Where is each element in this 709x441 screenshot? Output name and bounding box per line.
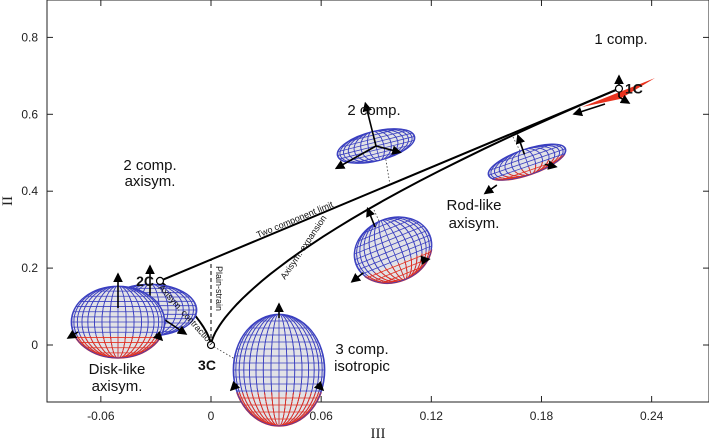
x-tick-label: 0.12 — [420, 409, 444, 423]
label-2-comp-axisym-1: 2 comp. — [123, 157, 176, 174]
ellipsoid-disk-like — [66, 272, 166, 359]
axis-arrow — [544, 160, 558, 170]
x-tick-label: 0.06 — [309, 409, 333, 423]
axis-arrow — [313, 380, 325, 392]
axis-arrow — [350, 272, 364, 283]
label-rod-like-1: Rod-like — [446, 197, 501, 214]
label-plain-strain: Plain-strain — [214, 266, 224, 311]
y-tick-label: 0.6 — [21, 107, 38, 121]
plot-frame — [46, 0, 709, 403]
axis-arrow — [229, 380, 241, 392]
axis-arrow — [366, 207, 376, 228]
point-1c — [614, 84, 624, 93]
region-labels: 1 comp. 2 comp. 2 comp. axisym. Rod-like… — [89, 31, 648, 395]
axis-arrow — [334, 145, 377, 170]
x-tick-label: 0.18 — [530, 409, 554, 423]
axis-arrow — [483, 184, 498, 195]
axis-arrow — [572, 103, 606, 117]
label-3-comp-2: isotropic — [334, 358, 390, 375]
label-disk-like-1: Disk-like — [89, 361, 146, 378]
axis-arrow — [375, 145, 402, 155]
ellipsoid-3-comp-isotropic — [229, 302, 326, 427]
ellipsoid-2-comp — [334, 101, 418, 170]
point-label-2c: 2C — [136, 273, 154, 289]
ellipsoid-rod-near-1c — [483, 134, 569, 195]
curve-axisym-expansion — [210, 87, 620, 346]
axis-arrow — [362, 101, 377, 147]
x-tick-label: 0 — [208, 409, 215, 423]
point-label-1c: 1C — [625, 81, 643, 97]
point-3c — [206, 340, 216, 350]
label-disk-like-2: axisym. — [92, 378, 143, 395]
y-tick-label: 0.8 — [21, 30, 38, 44]
axis-arrow — [420, 255, 431, 266]
x-axis-label: III — [371, 426, 386, 441]
curve-two-component-limit — [159, 87, 620, 282]
y-tick-label: 0 — [31, 338, 38, 352]
x-tick-label: -0.06 — [87, 409, 115, 423]
axis-arrow — [618, 94, 631, 104]
y-tick-label: 0.2 — [21, 261, 38, 275]
axis-arrow — [66, 329, 79, 339]
y-tick-label: 0.4 — [21, 184, 38, 198]
label-2-comp-axisym-2: axisym. — [125, 173, 176, 190]
point-2c — [155, 276, 165, 286]
ellipsoid-rod-like-axisym — [345, 207, 441, 291]
x-tick-label: 0.24 — [640, 409, 664, 423]
label-3-comp-1: 3 comp. — [335, 341, 388, 358]
axis-arrow — [515, 134, 526, 155]
label-rod-like-2: axisym. — [449, 215, 500, 232]
label-1-comp: 1 comp. — [594, 31, 647, 48]
leader-expansion — [373, 209, 385, 233]
leader-two-limit — [383, 147, 391, 186]
axis-arrow — [152, 330, 164, 342]
point-label-3c: 3C — [198, 357, 216, 373]
label-2-comp: 2 comp. — [347, 102, 400, 119]
y-axis-label: II — [0, 196, 16, 206]
